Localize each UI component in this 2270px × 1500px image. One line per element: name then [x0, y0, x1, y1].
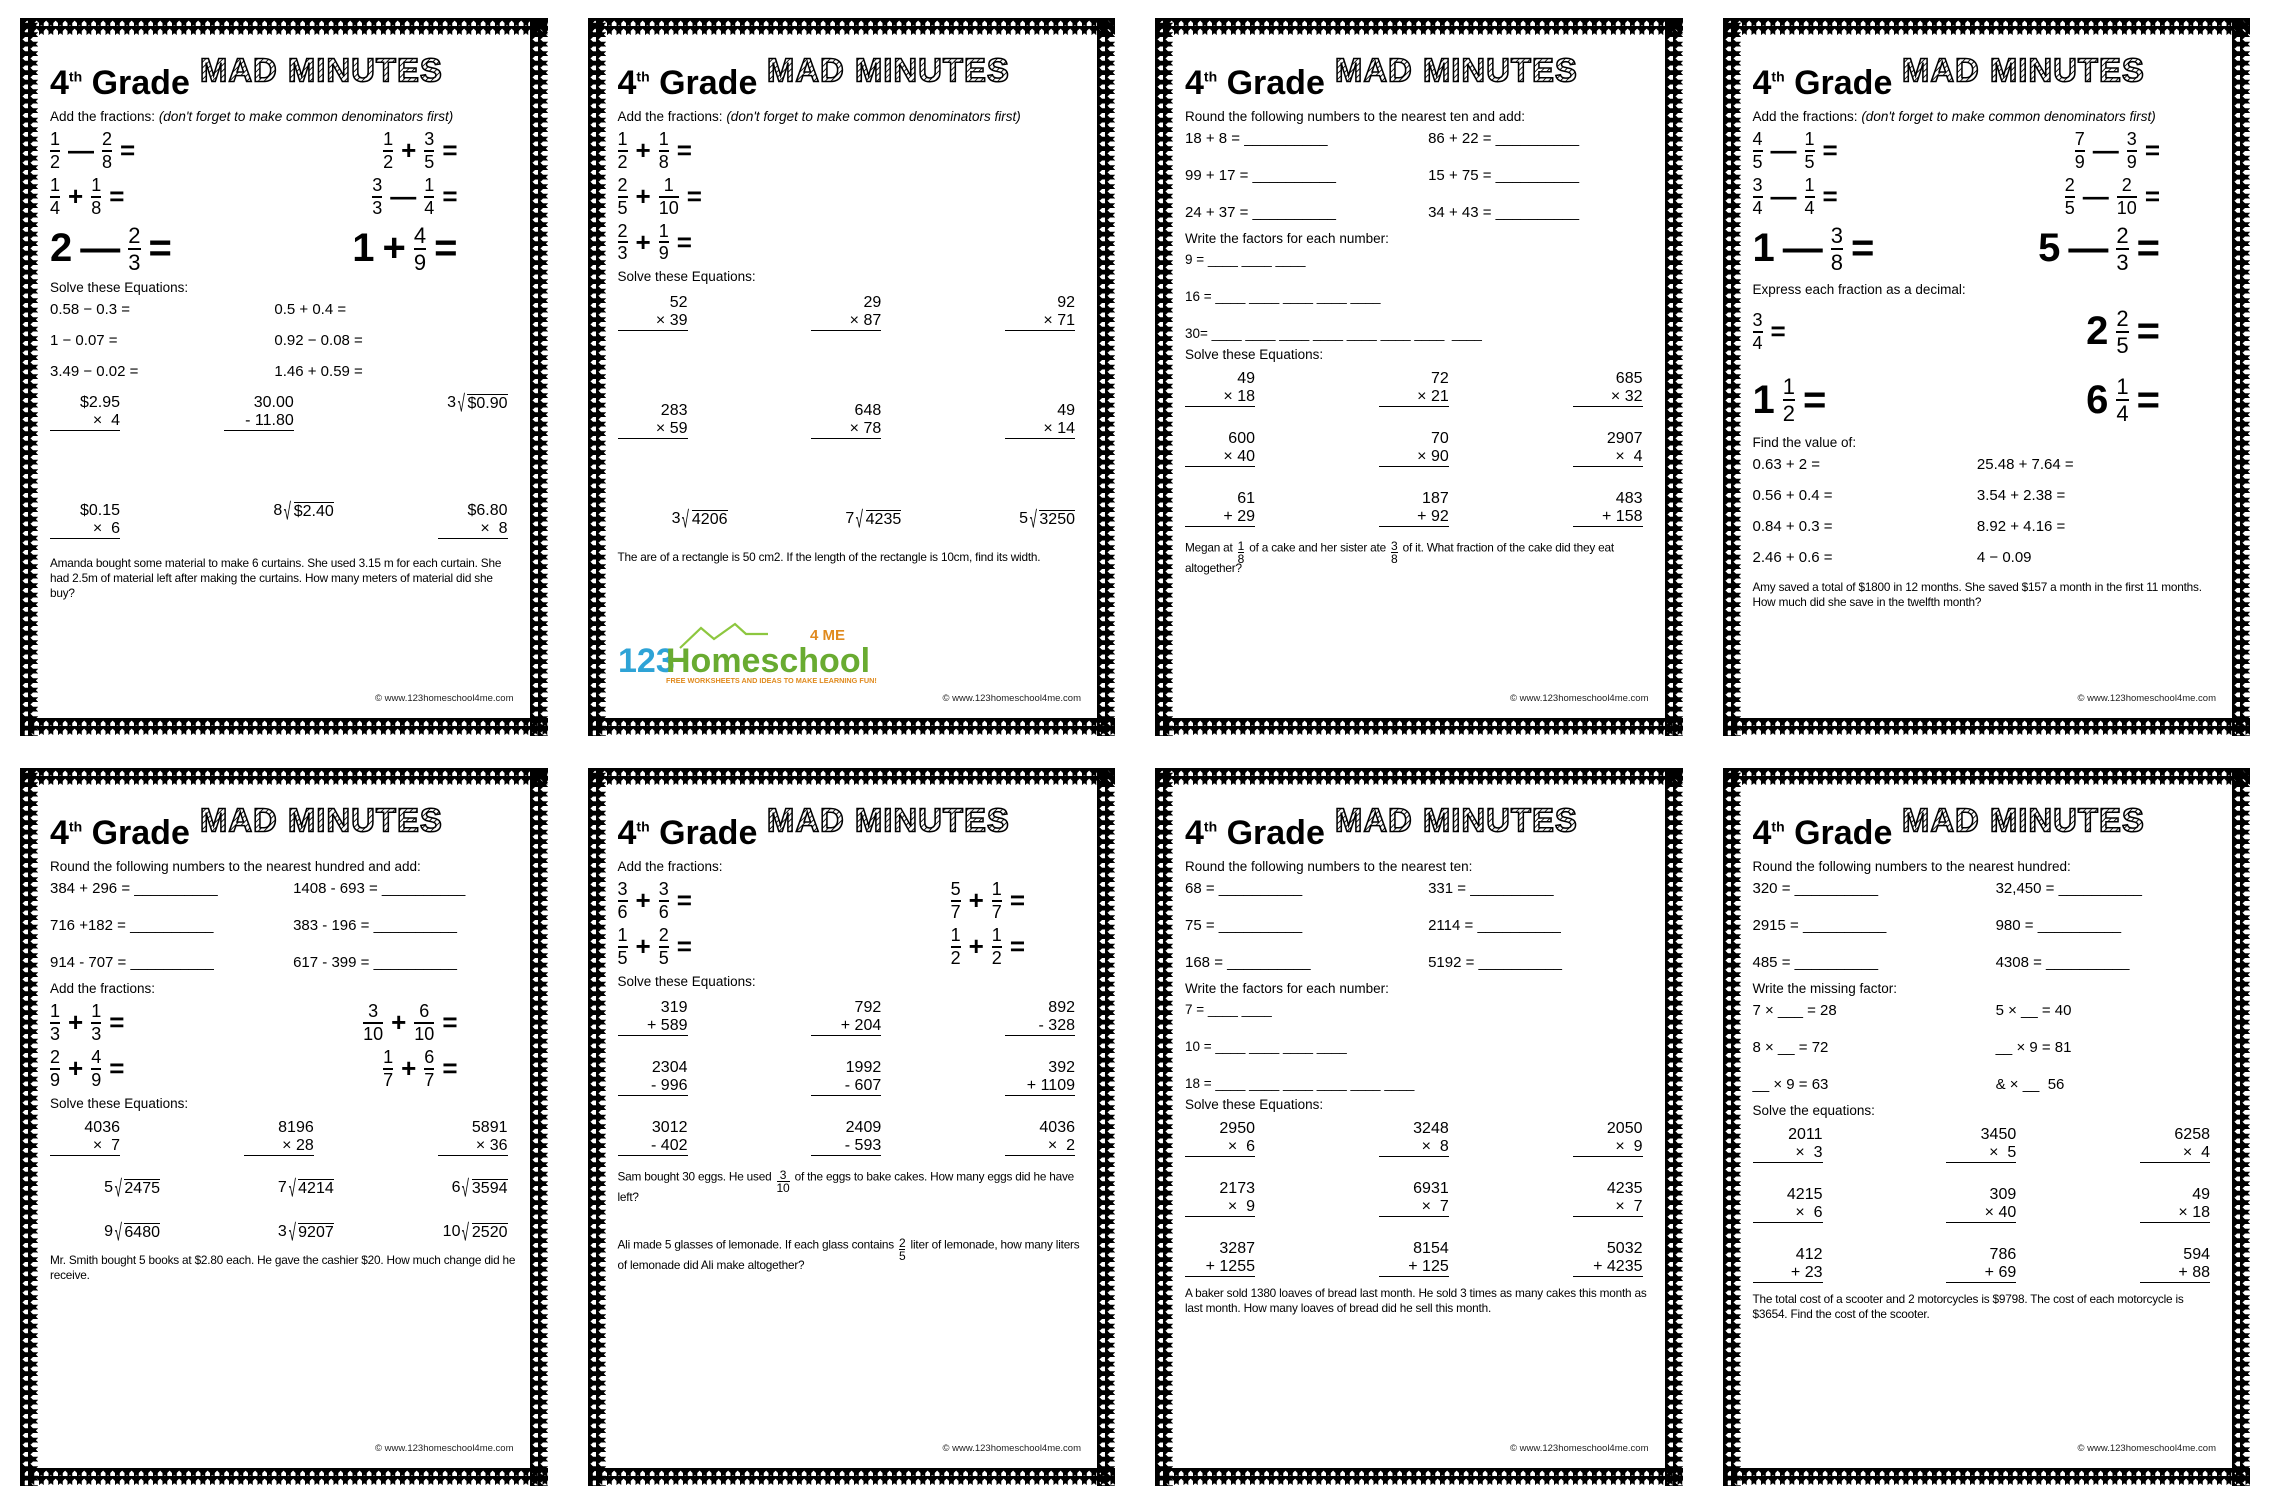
svg-text:MAD MINUTES: MAD MINUTES — [1902, 802, 2145, 839]
svg-text:4 ME: 4 ME — [810, 627, 845, 644]
svg-text:Homeschool: Homeschool — [666, 642, 870, 680]
svg-text:FREE WORKSHEETS AND IDEAS TO M: FREE WORKSHEETS AND IDEAS TO MAKE LEARNI… — [666, 676, 877, 685]
svg-text:MAD MINUTES: MAD MINUTES — [1335, 802, 1578, 839]
svg-text:MAD MINUTES: MAD MINUTES — [200, 52, 443, 89]
svg-text:MAD MINUTES: MAD MINUTES — [1902, 52, 2145, 89]
svg-text:MAD MINUTES: MAD MINUTES — [1335, 52, 1578, 89]
svg-text:MAD MINUTES: MAD MINUTES — [767, 802, 1010, 839]
svg-text:MAD MINUTES: MAD MINUTES — [767, 52, 1010, 89]
svg-text:MAD MINUTES: MAD MINUTES — [200, 802, 443, 839]
